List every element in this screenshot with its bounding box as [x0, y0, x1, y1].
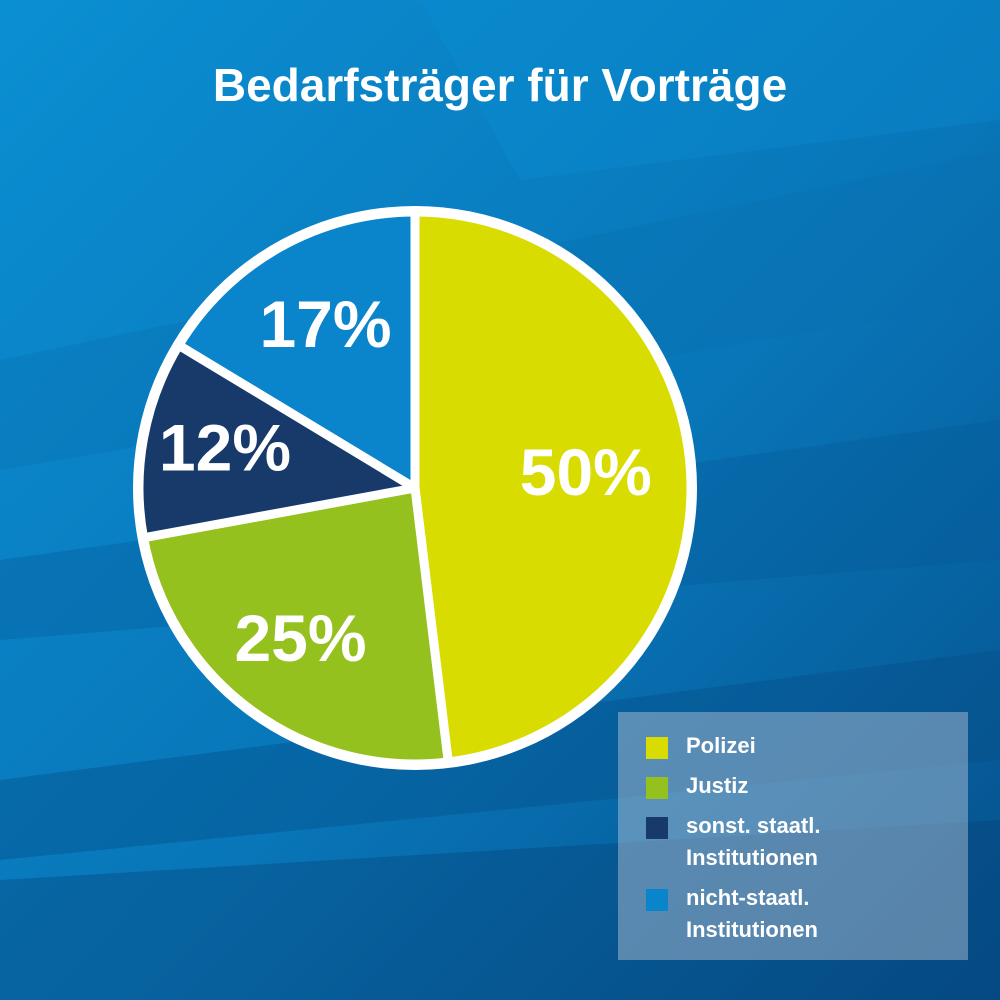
legend-swatch-polizei [646, 737, 668, 759]
legend-item-polizei: Polizei [646, 733, 968, 762]
chart-title: Bedarfsträger für Vorträge [212, 59, 788, 111]
legend-item-justiz: Justiz [646, 773, 968, 802]
pie-slice-label-3: 12% [159, 411, 291, 485]
legend-item-sonst-staatl: sonst. staatl. Institutionen [646, 813, 968, 874]
legend-label-polizei: Polizei [686, 733, 756, 758]
pie-slice-2 [139, 483, 453, 769]
legend-label-nicht-staatl: nicht-staatl. Institutionen [686, 885, 818, 942]
pie-slice-label-4: 17% [259, 287, 391, 361]
pie-slice-label-1: 50% [520, 435, 652, 509]
legend-label-sonst-staatl: sonst. staatl. Institutionen [686, 813, 821, 870]
legend-item-nicht-staatl: nicht-staatl. Institutionen [646, 885, 968, 946]
legend-swatch-sonst-staatl [646, 817, 668, 839]
pie-slice-1 [410, 207, 696, 767]
pie-slice-4 [174, 207, 420, 493]
pie-slice-label-2: 25% [234, 601, 366, 675]
legend-swatch-nicht-staatl [646, 889, 668, 911]
legend-swatch-justiz [646, 777, 668, 799]
pie-slice-3 [134, 340, 420, 543]
legend: Polizei Justiz sonst. staatl. Institutio… [618, 712, 968, 960]
legend-label-justiz: Justiz [686, 773, 749, 798]
